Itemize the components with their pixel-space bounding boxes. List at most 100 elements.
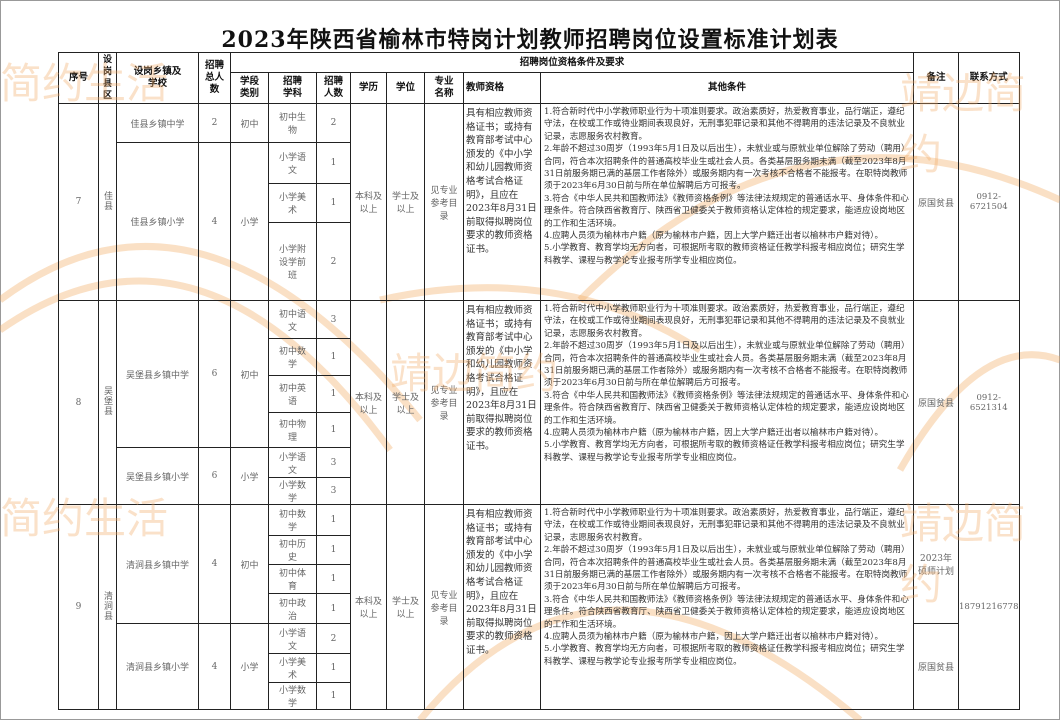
remark-cell: 原国贫县 [913,300,959,505]
header-subject: 招聘学科 [268,72,317,104]
contact-cell: 0912-6521314 [958,300,1020,505]
table-row: 小学美术 1 [59,653,1020,683]
table-row: 初中体育 1 [59,564,1020,594]
subject-cell: 初中数学 [268,338,317,376]
stage-cell: 初中 [230,300,269,448]
remark-cell: 原国贫县 [913,623,959,710]
subject-cell: 小学语文 [268,142,317,184]
count-cell: 1 [316,142,351,184]
table-row: 佳县乡镇小学 4 小学 小学语文 1 [59,142,1020,301]
major-cell: 见专业参考目录 [424,300,464,505]
count-cell: 1 [316,504,351,536]
school-cell: 佳县乡镇小学 [116,142,199,301]
school-cell: 清涧县乡镇中学 [116,504,199,624]
subject-cell: 初中生物 [268,103,317,143]
table-row: 小学附设学前班 2 [59,222,1020,301]
table-row: 小学数学 3 [59,477,1020,505]
count-cell: 3 [316,300,351,339]
degree-cell: 学士及以上 [386,103,425,301]
education-cell: 本科及以上 [350,504,387,710]
subject-cell: 初中英语 [268,375,317,413]
header-contact: 联系方式 [958,52,1020,104]
degree-cell: 学士及以上 [386,300,425,505]
total-cell: 4 [198,142,231,301]
total-cell: 6 [198,447,231,505]
subject-cell: 小学美术 [268,183,317,223]
count-cell: 1 [316,375,351,413]
header-group: 招聘岗位资格条件及要求 [230,52,914,73]
count-cell: 2 [316,623,351,654]
header-major: 专业名称 [424,72,464,104]
subject-cell: 初中数学 [268,504,317,536]
contact-cell: 18791216778 [958,504,1020,710]
subject-cell: 小学语文 [268,623,317,654]
subject-cell: 小学数学 [268,682,317,710]
seq-cell: 7 [58,103,99,301]
header-degree: 学位 [386,72,425,104]
other-conditions-cell: 1.符合新时代中小学教师职业行为十项准则要求。政治素质好，热爱教育事业，品行端正… [540,300,914,505]
stage-cell: 小学 [230,623,269,710]
header-qualification: 教师资格 [463,72,541,104]
subject-cell: 小学数学 [268,477,317,505]
recruitment-table: 序号 设岗县区 设岗乡镇及学校 招聘总人数 招聘岗位资格条件及要求 备注 联系方… [58,52,1020,710]
education-cell: 本科及以上 [350,300,387,505]
seq-cell: 8 [58,300,99,505]
other-conditions-cell: 1.符合新时代中小学教师职业行为十项准则要求。政治素质好，热爱教育事业，品行端正… [540,504,914,710]
header-other: 其他条件 [540,72,914,104]
county-cell: 佳县 [98,103,117,301]
subject-cell: 初中语文 [268,300,317,339]
subject-cell: 初中政治 [268,593,317,624]
count-cell: 1 [316,183,351,223]
degree-cell: 学士及以上 [386,504,425,710]
table-row: 吴堡县乡镇小学 6 小学 小学语文 3 [59,447,1020,505]
remark-cell: 2023年硕师计划 [913,504,959,624]
count-cell: 2 [316,103,351,143]
subject-cell: 小学语文 [268,447,317,478]
header-total: 招聘总人数 [198,52,231,104]
subject-cell: 初中体育 [268,564,317,594]
table-row: 小学美术 1 [59,183,1020,223]
remark-cell: 原国贫县 [913,103,959,301]
count-cell: 1 [316,535,351,565]
school-cell: 吴堡县乡镇中学 [116,300,199,448]
county-cell: 清涧县 [98,504,117,710]
table-row: 初中英语 1 [59,375,1020,413]
major-cell: 见专业参考目录 [424,103,464,301]
major-cell: 见专业参考目录 [424,504,464,710]
count-cell: 1 [316,412,351,448]
total-cell: 4 [198,504,231,624]
page-title: 2023年陕西省榆林市特岗计划教师招聘岗位设置标准计划表 [221,27,839,53]
subject-cell: 小学美术 [268,653,317,683]
header-stage: 学段类别 [230,72,269,104]
table-row: 8 吴堡县 吴堡县乡镇中学 6 初中 初中语文 3 本科及以上 学士及以上 见专业参考目录 具有相应… [58,300,1020,505]
subject-cell: 小学附设学前班 [268,222,317,301]
stage-cell: 小学 [230,142,269,301]
qualification-cell: 具有相应教师资格证书；或持有教育部考试中心颁发的《中小学和幼儿园教师资格考试合格… [463,300,541,505]
header-seq: 序号 [58,52,99,104]
school-cell: 清涧县乡镇小学 [116,623,199,710]
contact-cell: 0912-6721504 [958,103,1020,301]
header-education: 学历 [350,72,387,104]
qualification-cell: 具有相应教师资格证书；或持有教育部考试中心颁发的《中小学和幼儿园教师资格考试合格… [463,103,541,301]
stage-cell: 小学 [230,447,269,505]
county-name: 清涧县 [102,590,112,621]
school-cell: 佳县乡镇中学 [116,103,199,143]
qualification-cell: 具有相应教师资格证书；或持有教育部考试中心颁发的《中小学和幼儿园教师资格考试合格… [463,504,541,710]
county-cell: 吴堡县 [98,300,117,505]
total-cell: 6 [198,300,231,448]
table-row: 9 清涧县 清涧县乡镇中学 4 初中 初中数学 1 本科及以上 学士及以上 见专业参考目录 具有相应… [58,504,1020,710]
count-cell: 1 [316,564,351,594]
education-cell: 本科及以上 [350,103,387,301]
total-cell: 4 [198,623,231,710]
table-row: 初中历史 1 [59,535,1020,565]
school-cell: 吴堡县乡镇小学 [116,447,199,505]
seq-cell: 9 [58,504,99,710]
header-count: 招聘人数 [316,72,351,104]
total-cell: 2 [198,103,231,143]
table-row: 7 佳县 佳县乡镇中学 2 初中 初中生物 2 本科及以上 学士及以上 见专业参考目录 具有相应教师… [58,103,1020,301]
count-cell: 1 [316,338,351,376]
other-conditions-cell: 1.符合新时代中小学教师职业行为十项准则要求。政治素质好，热爱教育事业，品行端正… [540,103,914,301]
table-row: 初中政治 1 [59,593,1020,624]
stage-cell: 初中 [230,504,269,624]
count-cell: 1 [316,653,351,683]
